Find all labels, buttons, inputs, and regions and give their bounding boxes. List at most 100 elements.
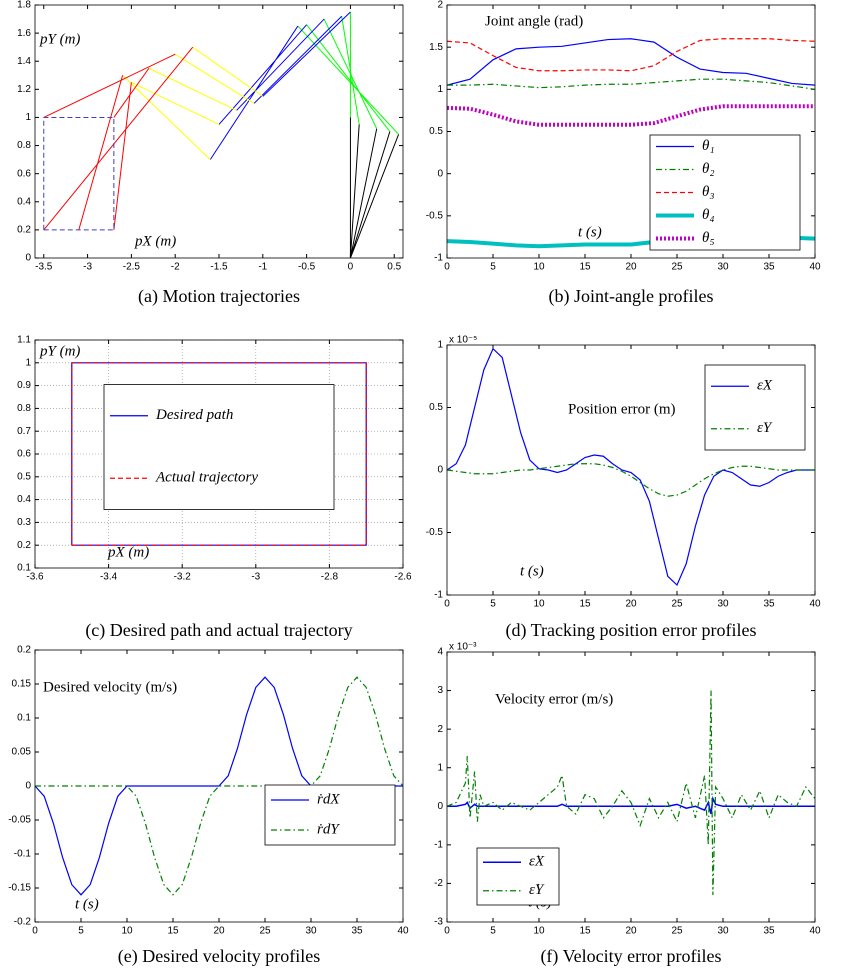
x-tick-label: -3.6 [26,572,44,583]
y-tick-label: 0.2 [17,645,31,656]
x-tick-label: -0.5 [298,262,316,273]
x-tick-label: -3 [83,262,92,273]
y-tick-label: 0 [437,801,443,812]
legend-label: εX [757,378,773,394]
y-tick-label: 0 [25,781,31,792]
y-tick-label: 0.6 [17,449,31,460]
legend-label: Actual trajectory [155,470,258,486]
legend-label: ε̇X [529,854,545,870]
y-tick-label: 0.5 [429,402,443,413]
plot-frame [34,649,404,923]
x-tick-label: 25 [671,262,683,273]
x-tick-label: 30 [717,599,729,610]
x-tick-label: 40 [809,262,821,273]
y-tick-label: -0.5 [426,527,444,538]
legend-label: θ₂ [702,161,715,177]
x-tick-label: 30 [717,926,729,937]
x-tick-label: 35 [763,926,775,937]
caption: (d) Tracking position error profiles [506,620,757,641]
x-tick-label: 25 [671,926,683,937]
y-tick-label: -0.15 [8,883,31,894]
data-line [209,11,351,160]
y-tick-label: 0.9 [17,380,31,391]
y-tick-label: 1.6 [17,28,31,39]
x-tick-label: 15 [579,262,591,273]
x-axis-label: pX (m) [134,233,176,249]
x-axis-label: t (s) [578,224,602,240]
y-tick-label: 0.2 [17,540,31,551]
x-tick-label: -3.4 [100,572,118,583]
plot-frame [34,339,404,569]
data-line [43,116,115,231]
inner-title: Position error (m) [568,401,675,417]
y-tick-label: -0.5 [426,210,444,221]
x-tick-label: 15 [167,926,179,937]
data-line [122,46,264,160]
x-tick-label: 0 [444,599,450,610]
x-tick-label: 35 [763,262,775,273]
y-tick-label: 0.1 [17,713,31,724]
plot-frame [34,4,404,259]
data-line [447,347,815,587]
x-tick-label: -3.2 [174,572,192,583]
data-line [447,795,815,815]
x-tick-label: 5 [490,262,496,273]
y-tick-label: 0.4 [17,494,31,505]
legend-label: ṙdX [317,791,340,807]
x-tick-label: 0 [32,926,38,937]
y-tick-label: 1 [437,84,443,95]
legend-box [103,384,335,510]
x-tick-label: 10 [121,926,133,937]
x-axis-label: pX (m) [107,544,149,560]
y-tick-label: 0.5 [17,471,31,482]
y-tick-label: 0 [437,168,443,179]
x-axis-label: t (s) [520,563,544,579]
y-tick-label: 1 [25,357,31,368]
y-tick-label: 0.7 [17,426,31,437]
y-tick-label: 1.2 [17,84,31,95]
y-tick-label: 2 [437,0,443,11]
legend-label: θ₅ [702,230,715,246]
y-tick-label: 0.8 [17,403,31,414]
inner-title: Desired velocity (m/s) [43,679,177,695]
y-tick-label: 1 [25,112,31,123]
plot-area [35,5,403,258]
x-tick-label: 25 [671,599,683,610]
x-tick-label: 15 [579,599,591,610]
y-tick-label: 4 [437,647,443,658]
x-tick-label: 10 [533,926,545,937]
y-axis-label: pY (m) [39,31,80,47]
plot-frame [446,4,816,259]
y-tick-label: 0.15 [12,679,32,690]
y-tick-label: 0 [25,253,31,264]
y-tick-label: 1.4 [17,56,31,67]
y-tick-label: -0.2 [14,917,32,928]
y-tick-label: -1 [434,590,443,601]
data-line [447,690,815,896]
x-tick-label: 15 [579,926,591,937]
y-tick-label: 1 [437,762,443,773]
y-tick-label: -3 [434,917,443,928]
x-tick-label: 5 [490,599,496,610]
x-tick-label: 0.5 [387,262,401,273]
data-line [349,117,400,258]
y-tick-label: -0.05 [8,815,31,826]
x-tick-label: -3.5 [35,262,53,273]
legend-label: θ₁ [702,138,715,154]
data-line [71,362,367,546]
legend-box [264,784,396,846]
x-tick-label: 10 [533,262,545,273]
x-tick-label: -2.6 [394,572,412,583]
y-tick-label: 0.6 [17,168,31,179]
data-line [447,104,815,127]
legend-label: Desired path [155,407,233,423]
x-tick-label: 40 [809,599,821,610]
y-tick-label: 0 [437,465,443,476]
legend-label: εY [757,420,773,436]
caption: (b) Joint-angle profiles [549,286,714,307]
series-group [447,347,815,587]
x-tick-label: 0 [348,262,354,273]
x-tick-label: -2.5 [123,262,141,273]
y-tick-label: 0.3 [17,517,31,528]
y-tick-label: 0.5 [429,126,443,137]
